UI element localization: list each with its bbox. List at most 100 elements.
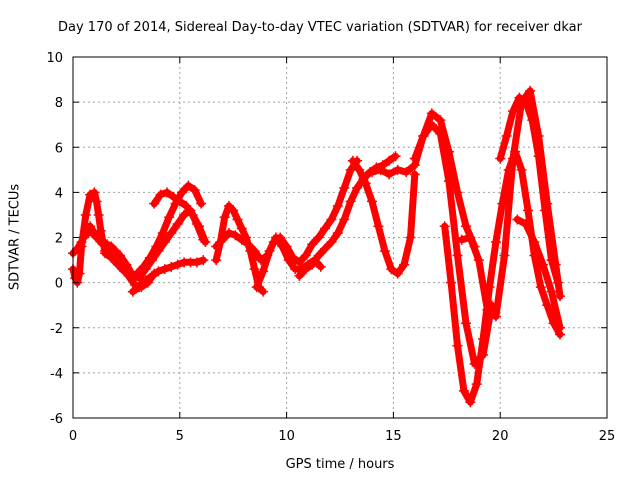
data-point	[78, 232, 89, 243]
y-tick-label: 2	[55, 232, 63, 247]
series-arc-10	[295, 152, 399, 280]
data-point	[443, 176, 454, 187]
data-point	[418, 130, 429, 141]
data-point	[313, 250, 324, 261]
data-point	[196, 198, 207, 209]
data-point	[144, 252, 155, 263]
data-point	[236, 223, 247, 234]
data-point	[89, 187, 100, 198]
data-point	[386, 264, 397, 275]
data-point	[219, 212, 230, 223]
data-point	[223, 227, 234, 238]
data-point	[232, 214, 243, 225]
data-point	[97, 239, 108, 250]
data-point	[533, 151, 544, 162]
x-axis-label: GPS time / hours	[285, 457, 395, 472]
data-point	[471, 379, 482, 390]
x-tick-label: 5	[176, 429, 184, 444]
data-point	[540, 205, 551, 216]
data-point	[198, 255, 209, 266]
y-tick-label: -4	[50, 367, 63, 382]
data-point	[482, 304, 493, 315]
data-point	[345, 196, 356, 207]
data-point	[446, 277, 457, 288]
y-tick-label: 6	[55, 141, 63, 156]
data-point	[490, 237, 501, 248]
data-point	[189, 185, 200, 196]
data-point	[249, 246, 260, 257]
data-point	[91, 232, 102, 243]
data-point	[537, 259, 548, 270]
y-tick-label: 10	[46, 51, 63, 66]
data-point	[176, 187, 187, 198]
data-point	[127, 286, 138, 297]
y-tick-label: 4	[55, 186, 63, 201]
data-point	[392, 268, 403, 279]
data-point	[452, 187, 463, 198]
x-tick-label: 10	[278, 429, 295, 444]
data-point	[401, 167, 412, 178]
data-point	[294, 270, 305, 281]
data-point	[217, 234, 228, 245]
data-point	[552, 277, 563, 288]
data-point	[339, 182, 350, 193]
x-tick-label: 0	[69, 429, 77, 444]
data-point	[426, 108, 437, 119]
data-point	[80, 209, 91, 220]
x-tick-label: 15	[385, 429, 402, 444]
data-point	[527, 115, 538, 126]
data-point	[74, 268, 85, 279]
data-point	[555, 322, 566, 333]
data-point	[258, 266, 269, 277]
data-point	[264, 246, 275, 257]
data-point	[452, 250, 463, 261]
data-point	[166, 261, 177, 272]
data-point	[546, 255, 557, 266]
data-point	[435, 115, 446, 126]
data-point	[354, 164, 365, 175]
data-point	[520, 97, 531, 108]
data-point	[85, 225, 96, 236]
data-point	[352, 182, 363, 193]
x-tick-label: 25	[599, 429, 616, 444]
data-point	[307, 239, 318, 250]
y-tick-label: -2	[50, 322, 63, 337]
data-point	[164, 212, 175, 223]
data-point	[95, 225, 106, 236]
data-point	[151, 241, 162, 252]
data-point	[159, 264, 170, 275]
y-tick-label: -6	[50, 412, 63, 427]
data-point	[313, 232, 324, 243]
data-point	[251, 282, 262, 293]
data-series	[68, 85, 566, 408]
data-point	[465, 232, 476, 243]
data-point	[326, 237, 337, 248]
data-point	[243, 239, 254, 250]
data-point	[525, 85, 536, 96]
data-point	[465, 397, 476, 408]
data-point	[93, 209, 104, 220]
data-point	[399, 259, 410, 270]
data-point	[315, 261, 326, 272]
data-point	[326, 214, 337, 225]
data-point	[223, 200, 234, 211]
series-arc-16	[496, 94, 562, 287]
data-point	[147, 270, 158, 281]
data-point	[174, 196, 185, 207]
data-point	[283, 255, 294, 266]
data-point	[373, 221, 384, 232]
data-point	[535, 282, 546, 293]
data-point	[473, 255, 484, 266]
data-point	[409, 153, 420, 164]
data-point	[119, 266, 130, 277]
data-point	[384, 155, 395, 166]
data-point	[125, 270, 136, 281]
data-point	[495, 153, 506, 164]
data-point	[426, 119, 437, 130]
data-point	[367, 196, 378, 207]
data-point	[508, 106, 519, 117]
data-point	[161, 187, 172, 198]
data-point	[499, 250, 510, 261]
data-point	[211, 241, 222, 252]
data-point	[258, 286, 269, 297]
